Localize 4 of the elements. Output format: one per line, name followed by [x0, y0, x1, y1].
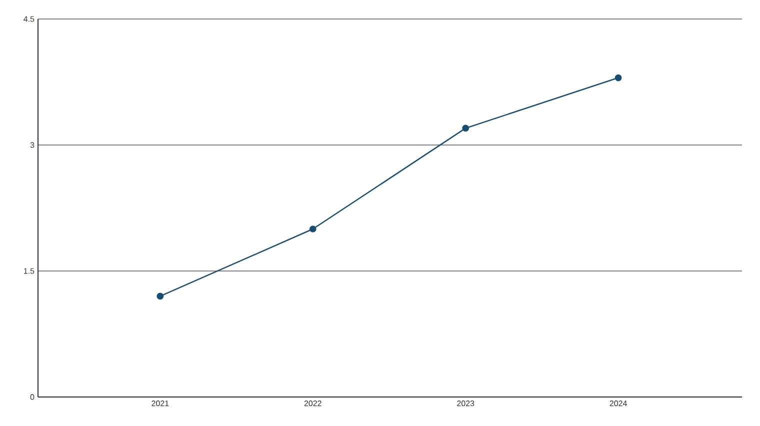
point [462, 124, 470, 132]
point [614, 74, 622, 82]
point [309, 226, 316, 232]
point [156, 292, 164, 300]
